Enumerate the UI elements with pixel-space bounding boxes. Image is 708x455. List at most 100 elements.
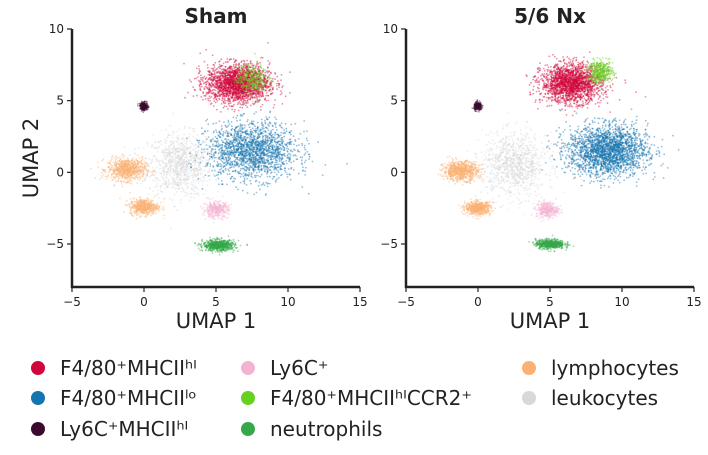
scatter-point — [221, 146, 224, 149]
scatter-point — [255, 174, 258, 177]
scatter-point — [167, 148, 169, 150]
scatter-point — [210, 155, 213, 158]
scatter-point — [146, 141, 148, 144]
scatter-point — [247, 119, 249, 121]
scatter-point — [148, 187, 151, 190]
scatter-point — [214, 152, 217, 154]
scatter-point — [206, 184, 209, 187]
scatter-point — [178, 128, 181, 131]
scatter-point — [272, 166, 274, 169]
scatter-point — [123, 155, 126, 158]
scatter-point — [189, 140, 192, 142]
scatter-point — [124, 178, 127, 181]
scatter-point — [274, 131, 276, 134]
scatter-point — [200, 158, 202, 161]
scatter-point — [176, 166, 179, 169]
scatter-point — [236, 126, 238, 129]
scatter-point — [152, 190, 155, 193]
scatter-point — [128, 154, 131, 157]
scatter-point — [222, 130, 225, 133]
scatter-point — [222, 245, 225, 248]
scatter-point — [264, 139, 267, 141]
scatter-point — [181, 149, 184, 151]
scatter-point — [174, 158, 177, 161]
scatter-point — [201, 181, 204, 184]
scatter-point — [178, 182, 181, 184]
scatter-point — [192, 148, 195, 151]
scatter-point — [267, 155, 269, 157]
scatter-point — [163, 207, 165, 210]
scatter-point — [177, 180, 180, 183]
scatter-point — [224, 145, 227, 148]
scatter-point — [236, 137, 238, 140]
scatter-point — [136, 161, 139, 164]
scatter-point — [258, 130, 260, 133]
scatter-point — [102, 158, 105, 161]
scatter-point — [149, 175, 151, 178]
scatter-point — [291, 150, 294, 153]
scatter-point — [274, 151, 276, 154]
scatter-point — [151, 158, 154, 161]
scatter-point — [175, 156, 177, 159]
scatter-point — [209, 249, 212, 252]
scatter-point — [245, 168, 248, 170]
scatter-point — [196, 169, 199, 172]
scatter-point — [275, 154, 278, 156]
scatter-point — [150, 202, 153, 205]
scatter-point — [218, 208, 221, 211]
scatter-point — [136, 182, 139, 185]
scatter-point — [188, 146, 191, 149]
scatter-point — [172, 145, 175, 148]
scatter-point — [253, 138, 255, 140]
scatter-point — [193, 181, 196, 183]
scatter-point — [177, 151, 180, 154]
scatter-point — [257, 140, 259, 143]
scatter-point — [151, 172, 154, 175]
scatter-point — [162, 209, 165, 211]
scatter-point — [189, 147, 191, 150]
scatter-point — [249, 141, 251, 144]
scatter-point — [226, 149, 229, 152]
scatter-point — [135, 203, 138, 206]
scatter-point — [90, 167, 92, 170]
scatter-point — [272, 128, 274, 131]
scatter-point — [161, 175, 163, 178]
scatter-point — [169, 154, 172, 157]
scatter-point — [207, 159, 209, 162]
scatter-point — [242, 139, 245, 141]
scatter-point — [165, 165, 167, 168]
scatter-point — [173, 165, 176, 168]
scatter-point — [181, 163, 184, 166]
scatter-point — [261, 121, 263, 124]
scatter-point — [194, 129, 196, 132]
scatter-point — [197, 161, 200, 164]
scatter-point — [158, 163, 161, 166]
scatter-point — [193, 164, 196, 167]
scatter-point — [216, 190, 219, 193]
scatter-point — [163, 171, 166, 173]
scatter-point — [182, 190, 185, 193]
scatter-point — [138, 178, 141, 181]
scatter-point — [148, 158, 151, 161]
scatter-point — [306, 139, 309, 142]
scatter-point — [169, 156, 172, 159]
scatter-point — [183, 149, 185, 152]
scatter-point — [176, 160, 179, 163]
scatter-point — [301, 162, 303, 165]
scatter-point — [201, 184, 204, 187]
scatter-point — [242, 175, 245, 178]
scatter-point — [167, 162, 170, 165]
scatter-point — [292, 154, 295, 157]
scatter-point — [215, 210, 218, 212]
scatter-point — [260, 143, 263, 146]
scatter-point — [263, 159, 266, 162]
scatter-point — [264, 170, 266, 173]
scatter-point — [157, 192, 160, 195]
scatter-point — [221, 143, 224, 146]
scatter-point — [180, 157, 183, 160]
scatter-point — [188, 199, 191, 202]
scatter-point — [192, 175, 194, 177]
scatter-point — [204, 150, 207, 153]
scatter-point — [240, 155, 243, 157]
scatter-point — [188, 160, 191, 163]
